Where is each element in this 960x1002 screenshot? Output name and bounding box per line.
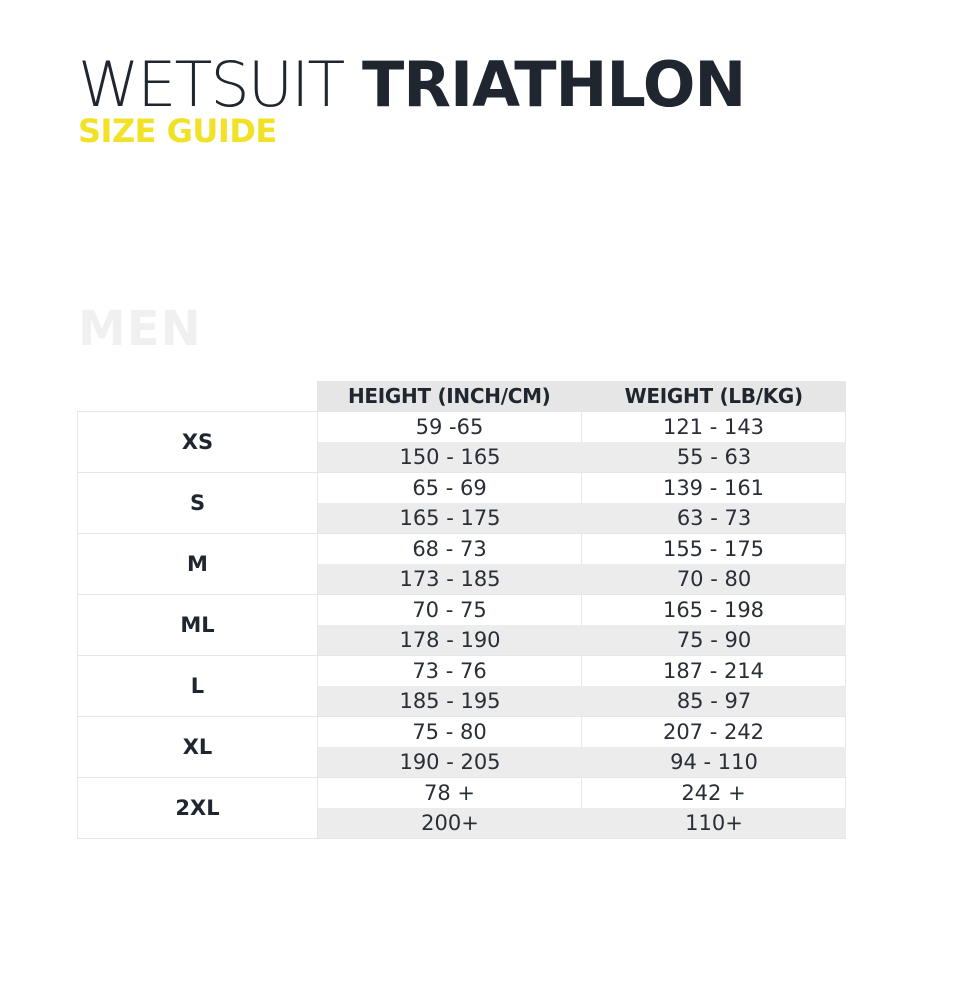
weight-kg-cell: 70 - 80 — [676, 567, 752, 591]
height-inch-cell: 73 - 76 — [412, 659, 487, 683]
column-header-height: HEIGHT (INCH/CM) — [347, 384, 551, 408]
weight-lb-cell: 139 - 161 — [581, 473, 846, 503]
page-title: WETSUIT TRIATHLON — [78, 48, 746, 121]
table-header: HEIGHT (INCH/CM) WEIGHT (LB/KG) — [317, 381, 846, 411]
weight-lb-cell: 155 - 175 — [581, 534, 846, 564]
imperial-row: 78 + 242 + — [318, 778, 846, 808]
size-label: 2XL — [77, 778, 318, 838]
table-row: XS 59 -65 121 - 143 150 - 165 55 - 63 — [77, 411, 846, 472]
metric-row: 190 - 205 94 - 110 — [318, 747, 846, 777]
weight-lb-cell: 207 - 242 — [581, 717, 846, 747]
height-cm-cell: 173 - 185 — [399, 567, 501, 591]
weight-kg-cell: 85 - 97 — [676, 689, 752, 713]
section-title-men: MEN — [78, 301, 202, 357]
imperial-row: 73 - 76 187 - 214 — [318, 656, 846, 686]
height-inch-cell: 65 - 69 — [412, 476, 487, 500]
metric-row: 173 - 185 70 - 80 — [318, 564, 846, 594]
weight-kg-cell: 55 - 63 — [676, 445, 752, 469]
weight-kg-cell: 75 - 90 — [676, 628, 752, 652]
height-inch-cell: 68 - 73 — [412, 537, 487, 561]
weight-kg-cell: 63 - 73 — [676, 506, 752, 530]
size-values: 59 -65 121 - 143 150 - 165 55 - 63 — [318, 412, 846, 472]
table-row: ML 70 - 75 165 - 198 178 - 190 75 - 90 — [77, 594, 846, 655]
imperial-row: 70 - 75 165 - 198 — [318, 595, 846, 625]
height-inch-cell: 78 + — [424, 781, 475, 805]
height-cm-cell: 150 - 165 — [399, 445, 501, 469]
weight-lb-cell: 165 - 198 — [581, 595, 846, 625]
size-table: HEIGHT (INCH/CM) WEIGHT (LB/KG) XS 59 -6… — [77, 381, 846, 839]
size-values: 68 - 73 155 - 175 173 - 185 70 - 80 — [318, 534, 846, 594]
size-label: M — [77, 534, 318, 594]
imperial-row: 65 - 69 139 - 161 — [318, 473, 846, 503]
height-cm-cell: 190 - 205 — [399, 750, 501, 774]
size-values: 70 - 75 165 - 198 178 - 190 75 - 90 — [318, 595, 846, 655]
size-values: 78 + 242 + 200+ 110+ — [318, 778, 846, 838]
weight-lb-cell: 121 - 143 — [581, 412, 846, 442]
size-label: L — [77, 656, 318, 716]
metric-row: 150 - 165 55 - 63 — [318, 442, 846, 472]
metric-row: 165 - 175 63 - 73 — [318, 503, 846, 533]
imperial-row: 75 - 80 207 - 242 — [318, 717, 846, 747]
height-cm-cell: 178 - 190 — [399, 628, 501, 652]
table-row: 2XL 78 + 242 + 200+ 110+ — [77, 777, 846, 839]
size-label: XL — [77, 717, 318, 777]
height-inch-cell: 59 -65 — [415, 415, 484, 439]
size-label: S — [77, 473, 318, 533]
height-cm-cell: 185 - 195 — [399, 689, 501, 713]
table-row: XL 75 - 80 207 - 242 190 - 205 94 - 110 — [77, 716, 846, 777]
size-label: ML — [77, 595, 318, 655]
size-values: 65 - 69 139 - 161 165 - 175 63 - 73 — [318, 473, 846, 533]
title-light: WETSUIT — [78, 48, 345, 121]
height-cm-cell: 165 - 175 — [399, 506, 501, 530]
height-cm-cell: 200+ — [421, 811, 479, 835]
metric-row: 178 - 190 75 - 90 — [318, 625, 846, 655]
size-values: 75 - 80 207 - 242 190 - 205 94 - 110 — [318, 717, 846, 777]
subtitle: SIZE GUIDE — [78, 112, 277, 150]
title-bold: TRIATHLON — [361, 48, 746, 121]
weight-kg-cell: 110+ — [685, 811, 743, 835]
table-row: M 68 - 73 155 - 175 173 - 185 70 - 80 — [77, 533, 846, 594]
column-header-weight: WEIGHT (LB/KG) — [624, 384, 804, 408]
weight-kg-cell: 94 - 110 — [670, 750, 758, 774]
size-values: 73 - 76 187 - 214 185 - 195 85 - 97 — [318, 656, 846, 716]
metric-row: 185 - 195 85 - 97 — [318, 686, 846, 716]
size-label: XS — [77, 412, 318, 472]
imperial-row: 59 -65 121 - 143 — [318, 412, 846, 442]
metric-row: 200+ 110+ — [318, 808, 846, 838]
table-row: S 65 - 69 139 - 161 165 - 175 63 - 73 — [77, 472, 846, 533]
height-inch-cell: 75 - 80 — [412, 720, 487, 744]
table-row: L 73 - 76 187 - 214 185 - 195 85 - 97 — [77, 655, 846, 716]
weight-lb-cell: 187 - 214 — [581, 656, 846, 686]
weight-lb-cell: 242 + — [581, 778, 846, 808]
table-body: XS 59 -65 121 - 143 150 - 165 55 - 63 S … — [77, 411, 846, 839]
imperial-row: 68 - 73 155 - 175 — [318, 534, 846, 564]
height-inch-cell: 70 - 75 — [412, 598, 487, 622]
